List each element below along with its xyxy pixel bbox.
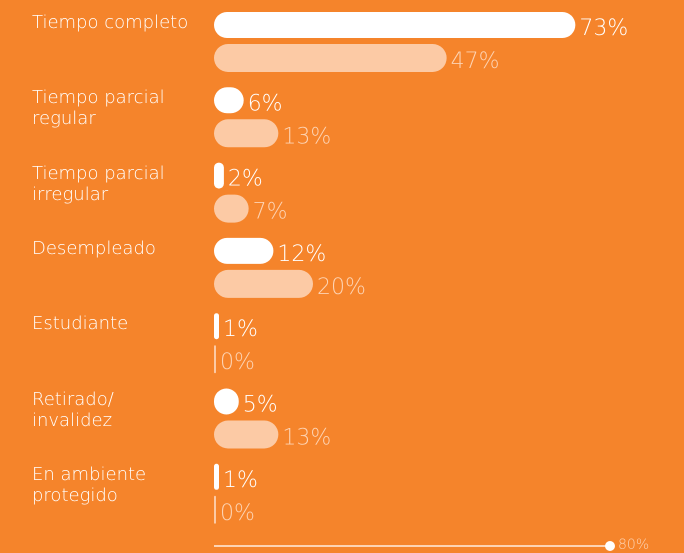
bar <box>214 420 279 449</box>
value-label: 1% <box>223 317 258 342</box>
category-label: En ambiente protegido <box>32 463 147 506</box>
bar <box>214 194 249 223</box>
value-label: 0% <box>220 350 255 375</box>
bar <box>214 87 244 114</box>
value-label: 47% <box>451 49 500 74</box>
bar <box>214 119 279 148</box>
category-label: Tiempo completo <box>32 12 189 33</box>
value-label: 73% <box>579 16 628 41</box>
value-label: 0% <box>220 501 255 526</box>
value-label: 7% <box>253 200 288 225</box>
value-label: 12% <box>277 242 326 267</box>
bar <box>214 44 447 72</box>
category-label: Desempleado <box>32 237 156 259</box>
bar <box>214 388 239 415</box>
bar <box>214 345 216 374</box>
bar <box>214 12 576 38</box>
bar <box>214 269 313 298</box>
value-label: 6% <box>248 91 283 116</box>
value-label: 20% <box>317 275 366 300</box>
value-label: 5% <box>243 393 278 418</box>
category-label: Tiempo parcial regular <box>32 87 165 130</box>
bar <box>214 162 224 189</box>
value-label: 13% <box>282 426 331 451</box>
value-label: 13% <box>282 124 331 149</box>
value-label: 1% <box>223 468 258 493</box>
category-label: Tiempo parcial irregular <box>32 162 165 205</box>
bar <box>214 495 216 524</box>
category-label: Retirado/ invalidez <box>32 388 114 431</box>
category-label: Estudiante <box>32 313 129 335</box>
bar <box>214 313 219 340</box>
x-tick-label: 80% <box>618 537 649 553</box>
value-label: 2% <box>228 167 263 192</box>
tick-mark <box>605 541 615 551</box>
bar <box>214 237 274 264</box>
bar <box>214 463 219 490</box>
